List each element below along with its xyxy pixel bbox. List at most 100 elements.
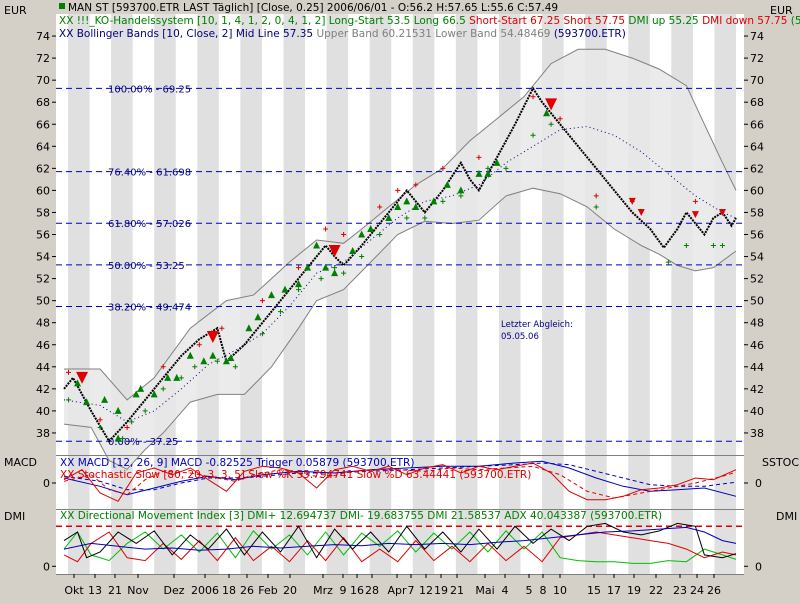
- x-tick-label: Feb: [258, 584, 277, 597]
- long-signal-triangle: [114, 434, 122, 442]
- short-plus-marker: [692, 198, 698, 204]
- long-plus-marker: [120, 435, 126, 441]
- short-plus-marker: [440, 165, 446, 171]
- long-plus-marker: [160, 386, 166, 392]
- y-tick-label: 64: [750, 140, 764, 153]
- long-signal-triangle: [150, 390, 158, 398]
- long-signal-triangle: [137, 384, 145, 392]
- date-stripe: [412, 14, 435, 574]
- short-signal-triangle: [637, 208, 645, 216]
- chart-title: MAN ST [593700.ETR LAST Täglich] [Close,…: [68, 2, 558, 14]
- long-plus-marker: [66, 397, 72, 403]
- y-tick-label: 0: [755, 477, 762, 490]
- short-plus-marker: [476, 154, 482, 160]
- y-tick-label: 48: [36, 317, 50, 330]
- macd-panel-label: MACD: [4, 456, 37, 469]
- long-signal-triangle: [281, 285, 289, 293]
- short-plus-marker: [219, 325, 225, 331]
- long-plus-marker: [296, 287, 302, 293]
- long-plus-marker: [593, 204, 599, 210]
- dmi-right-label: DMI: [776, 510, 797, 523]
- short-plus-marker: [160, 364, 166, 370]
- y-tick-label: 74: [750, 30, 764, 43]
- y-tick-label: 70: [36, 74, 50, 87]
- y-tick-label: 72: [750, 52, 764, 65]
- y-tick-label: 60: [36, 184, 50, 197]
- bollinger-mid-line: [63, 125, 737, 423]
- long-signal-triangle: [443, 180, 451, 188]
- y-tick-label: 58: [750, 206, 764, 219]
- fib-level-label: 61.80% - 57.026: [108, 219, 191, 230]
- short-signal-triangle: [691, 211, 699, 219]
- long-signal-triangle: [186, 351, 194, 359]
- legend-segment: XX Bollinger Bands [10, Close, 2] Mid Li…: [59, 28, 316, 40]
- bollinger-legend: XX Bollinger Bands [10, Close, 2] Mid Li…: [59, 28, 626, 40]
- long-signal-triangle: [543, 109, 551, 117]
- date-stripe: [714, 14, 736, 574]
- x-tick-label: 5: [526, 584, 533, 597]
- price-plot: 100.00% - 69.25 76.40% - 61.698 61.80% - 5…: [56, 48, 744, 470]
- annotation-line2: 05.05.06: [501, 332, 539, 342]
- long-plus-marker: [178, 375, 184, 381]
- x-tick-label: Mai: [475, 584, 494, 597]
- y-tick-label: 66: [36, 118, 50, 131]
- y-tick-label: 68: [750, 96, 764, 109]
- long-signal-triangle: [331, 269, 339, 277]
- y-tick-label: 44: [36, 361, 50, 374]
- x-tick-label: 24: [690, 584, 704, 597]
- legend-segment: DMI up 55.25: [628, 15, 702, 27]
- long-signal-triangle: [295, 280, 303, 288]
- long-plus-marker: [129, 419, 135, 425]
- bollinger-fill: [64, 49, 736, 470]
- legend-segment: (5937: [791, 15, 800, 27]
- x-tick-label: 21: [450, 584, 464, 597]
- long-signal-triangle: [209, 351, 217, 359]
- long-signal-triangle: [164, 373, 172, 381]
- long-signal-triangle: [267, 291, 275, 299]
- y-tick-label: 56: [36, 229, 50, 242]
- long-signal-triangle: [132, 390, 140, 398]
- date-stripe: [154, 14, 176, 574]
- long-plus-marker: [665, 259, 671, 265]
- y-tick-label: 54: [750, 251, 764, 264]
- x-tick-label: 20: [283, 584, 297, 597]
- y-tick-label: 50: [750, 295, 764, 308]
- date-stripe: [455, 14, 478, 574]
- macd-plot: [63, 460, 737, 502]
- x-tick-label: 9: [340, 584, 347, 597]
- y-axis: 38 38 40 40 42 42 44 44 46 46 48 48 50 50 52 52 54 54 56 56…: [36, 30, 764, 573]
- long-plus-marker: [318, 276, 324, 282]
- dmi-panel-series: [63, 531, 737, 563]
- long-plus-marker: [359, 254, 365, 260]
- long-signal-triangle: [222, 357, 230, 365]
- long-signal-triangle: [227, 353, 235, 361]
- legend-segment: XX !!!_KO-Handelssystem [10, 1, 4, 1, 2,…: [59, 15, 469, 27]
- y-tick-label: 54: [36, 251, 50, 264]
- short-plus-marker: [323, 226, 329, 232]
- short-plus-marker: [593, 193, 599, 199]
- x-tick-label: 26: [240, 584, 254, 597]
- fib-level-label: 76.40% - 61.698: [108, 168, 191, 179]
- y-tick-label: 64: [36, 140, 50, 153]
- y-tick-label: 74: [36, 30, 50, 43]
- dmi-panel-series: [63, 526, 737, 551]
- short-signal-triangle: [718, 208, 726, 216]
- x-axis: Okt 13 21 Nov Dez 2006 18 26 Feb 20 Mrz 9 16 28 Apr 7 12…: [64, 574, 721, 597]
- y-tick-label: 38: [36, 427, 50, 440]
- long-plus-marker: [683, 243, 689, 249]
- y-tick-label: 46: [750, 339, 764, 352]
- y-tick-label: 50: [36, 295, 50, 308]
- legend-segment: (593700.ETR): [554, 28, 626, 40]
- legend-segment: Short-Start 67.25 Short 57.75: [469, 15, 628, 27]
- long-plus-marker: [458, 193, 464, 199]
- date-stripe: [68, 14, 90, 574]
- long-plus-marker: [332, 265, 338, 271]
- fib-level-label: 50.00% - 53.25: [108, 261, 185, 272]
- short-plus-marker: [196, 342, 202, 348]
- x-tick-label: Nov: [127, 584, 149, 597]
- long-plus-marker: [214, 358, 220, 364]
- x-tick-label: Okt: [64, 584, 84, 597]
- dmi-plot: [56, 522, 744, 564]
- long-signal-triangle: [245, 324, 253, 332]
